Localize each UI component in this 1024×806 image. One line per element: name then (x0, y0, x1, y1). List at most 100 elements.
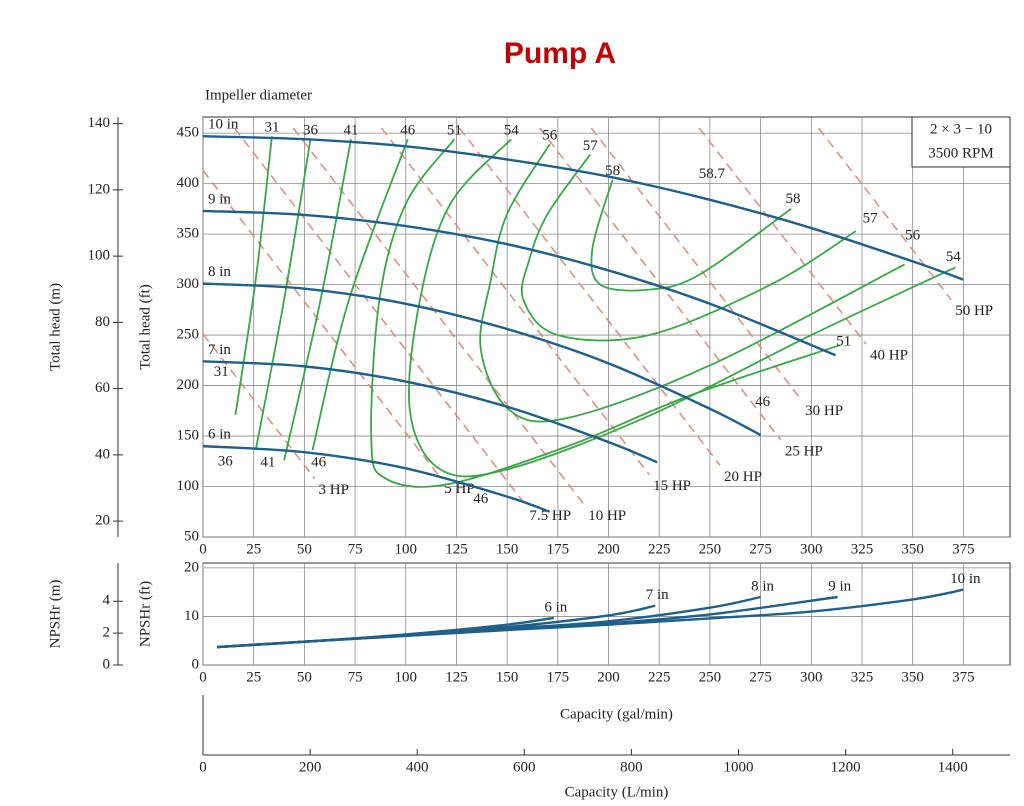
x-tick-label: 325 (851, 541, 874, 557)
efficiency-curve (590, 179, 792, 292)
efficiency-label: 51 (447, 123, 462, 139)
power-label: 3 HP (319, 482, 349, 498)
series-label: 10 in (208, 117, 239, 133)
y2-tick-label: 40 (95, 446, 110, 462)
x-tick-label: 225 (648, 541, 671, 557)
y2-axis-label: Total head (m) (47, 283, 63, 371)
series-label: 8 in (208, 264, 231, 280)
x-tick-label: 125 (445, 669, 468, 685)
y-axis-label: NPSHr (ft) (137, 581, 153, 647)
y2-tick-label: 60 (95, 380, 110, 396)
efficiency-label: 41 (344, 123, 359, 139)
x-tick-label: 100 (395, 669, 418, 685)
x-tick-label: 200 (597, 669, 620, 685)
y-tick-label: 300 (177, 276, 200, 292)
y2-tick-label: 4 (103, 593, 111, 609)
y-tick-label: 400 (177, 175, 200, 191)
power-line (380, 127, 650, 475)
y2-tick-label: 80 (95, 314, 110, 330)
y-tick-label: 0 (192, 656, 200, 672)
power-label: 7.5 HP (529, 508, 571, 524)
y-tick-label: 250 (177, 327, 200, 343)
efficiency-curve (283, 139, 352, 461)
efficiency-label: 46 (400, 123, 416, 139)
impeller-curve (202, 134, 964, 281)
y-tick-label: 10 (184, 608, 199, 624)
power-label: 15 HP (653, 478, 691, 494)
x-tick-label: 225 (648, 669, 671, 685)
power-line (292, 127, 585, 506)
x2-tick-label: 1000 (724, 759, 754, 775)
y2-tick-label: 100 (88, 248, 111, 264)
x2-tick-label: 200 (299, 759, 322, 775)
x-tick-label: 50 (297, 669, 312, 685)
y-tick-label: 200 (177, 377, 200, 393)
power-line (233, 127, 526, 506)
efficiency-curve (520, 153, 857, 342)
y-tick-label: 20 (184, 559, 199, 575)
x-tick-label: 75 (348, 669, 363, 685)
x2-tick-label: 600 (513, 759, 536, 775)
model: 2 × 3 − 10 (930, 121, 992, 137)
efficiency-curve (370, 138, 840, 488)
x2-tick-label: 1200 (831, 759, 861, 775)
y-axis-label: Total head (ft) (137, 284, 153, 370)
x2-tick-label: 1400 (938, 759, 968, 775)
annotation: 51 (836, 334, 851, 350)
y2-tick-label: 2 (103, 625, 111, 641)
power-label: 50 HP (955, 303, 993, 319)
annotation: 56 (905, 228, 921, 244)
power-label: 30 HP (805, 403, 843, 419)
x2-tick-label: 0 (199, 759, 207, 775)
plot-frame (202, 562, 1011, 666)
efficiency-label: 56 (542, 128, 558, 144)
efficiency-label: 31 (264, 120, 279, 136)
series-label: 8 in (751, 578, 774, 594)
y-tick-label: 350 (177, 226, 200, 242)
y2-axis-label: NPSHr (m) (47, 580, 63, 649)
impeller-curve (202, 209, 837, 357)
x-tick-label: 0 (199, 541, 207, 557)
x-tick-label: 350 (901, 541, 924, 557)
efficiency-label: 36 (303, 123, 319, 139)
y2-tick-label: 140 (88, 115, 111, 131)
series-label: 10 in (950, 571, 981, 587)
power-label: 20 HP (724, 469, 762, 485)
annotation: 36 (218, 454, 234, 470)
impeller-curve (202, 360, 658, 464)
power-label: 10 HP (588, 508, 626, 524)
impeller-curve (217, 595, 761, 649)
series-label: 6 in (208, 427, 231, 443)
efficiency-label: 54 (504, 123, 520, 139)
power-line (817, 127, 952, 301)
x-tick-label: 375 (952, 669, 975, 685)
x-tick-label: 300 (800, 669, 823, 685)
annotation: 46 (311, 455, 327, 471)
efficiency-curve (479, 143, 905, 423)
impeller-curve (217, 616, 554, 649)
y-tick-label: 450 (177, 125, 200, 141)
efficiency-curve (234, 136, 273, 415)
y-tick-label: 150 (177, 427, 200, 443)
x-tick-label: 25 (246, 541, 261, 557)
power-line (202, 333, 316, 479)
annotation: 31 (214, 364, 229, 380)
power-line (590, 127, 802, 401)
x-tick-label: 350 (901, 669, 924, 685)
y2-tick-label: 120 (88, 181, 111, 197)
note: Impeller diameter (205, 87, 312, 103)
x-tick-label: 325 (851, 669, 874, 685)
x2-tick-label: 800 (620, 759, 643, 775)
x-tick-label: 175 (547, 541, 570, 557)
chart-title: Pump A (504, 37, 616, 70)
x2-axis-label: Capacity (L/min) (565, 784, 669, 800)
annotation: 54 (946, 249, 962, 265)
x-tick-label: 25 (246, 669, 261, 685)
x-tick-label: 300 (800, 541, 823, 557)
power-line (698, 127, 867, 345)
annotation: 57 (863, 210, 879, 226)
y-tick-label: 50 (184, 528, 199, 544)
efficiency-curve (311, 138, 409, 451)
annotation: 46 (473, 491, 489, 507)
y2-tick-label: 20 (95, 513, 110, 529)
